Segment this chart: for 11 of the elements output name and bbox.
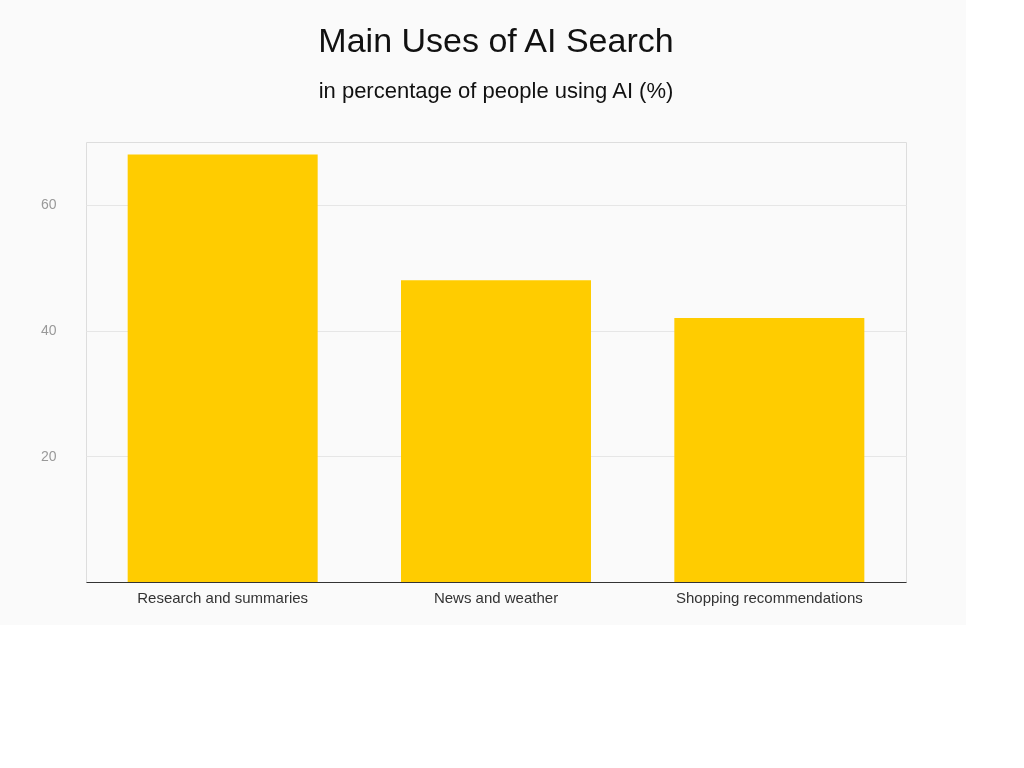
bar — [401, 280, 591, 582]
y-tick-label: 60 — [40, 196, 57, 213]
chart-subtitle: in percentage of people using AI (%) — [318, 78, 674, 103]
y-tick-label: 20 — [40, 447, 57, 464]
x-tick-label: Research and summaries — [137, 588, 309, 606]
x-tick-label: News and weather — [433, 588, 559, 606]
x-tick-label: Shopping recommendations — [675, 588, 863, 606]
chart-title: Main Uses of AI Search — [318, 21, 674, 59]
y-tick-label: 40 — [40, 322, 57, 339]
bar — [674, 318, 865, 582]
bar — [127, 154, 318, 582]
